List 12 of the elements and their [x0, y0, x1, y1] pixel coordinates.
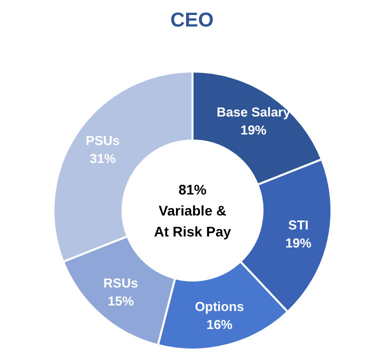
data-label: 16%	[206, 317, 233, 332]
slice-label: PSUs	[86, 133, 120, 148]
slice-label: STI	[288, 218, 309, 233]
data-label: 31%	[90, 151, 116, 166]
data-label: 19%	[240, 122, 267, 138]
slice-label: Options	[194, 299, 244, 314]
chart-title: CEO	[170, 10, 214, 32]
text: 81% Variable & At Risk Pay	[154, 182, 232, 240]
data-label: 19%	[285, 236, 312, 251]
data-label: 15%	[108, 293, 134, 308]
slice-label: Base Salary	[216, 104, 292, 120]
slice-label: RSUs	[103, 275, 138, 290]
